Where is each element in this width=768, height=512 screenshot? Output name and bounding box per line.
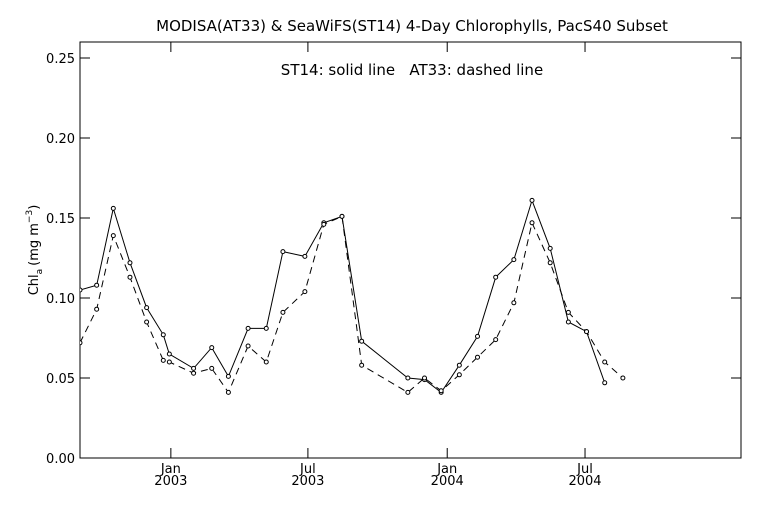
y-axis: 0.00 0.05 0.10 0.15 0.20 0.25 <box>46 52 741 467</box>
data-point-at33 <box>339 213 345 219</box>
data-point-st14 <box>144 305 150 311</box>
data-point-at33 <box>321 221 327 227</box>
data-point-st14 <box>225 373 231 379</box>
data-point-st14 <box>245 325 251 331</box>
data-point-at33 <box>493 337 499 343</box>
data-point-at33 <box>280 309 286 315</box>
data-point-at33 <box>302 289 308 295</box>
y-label-units-open: (mg m <box>27 223 42 266</box>
data-point-st14 <box>456 362 462 368</box>
data-point-st14 <box>94 282 100 288</box>
data-point-at33 <box>602 359 608 365</box>
x-tick-label-month: Jul <box>576 462 593 477</box>
data-point-at33 <box>565 309 571 315</box>
data-point-st14 <box>475 333 481 339</box>
data-point-at33 <box>209 365 215 371</box>
data-point-st14 <box>280 249 286 255</box>
data-point-st14 <box>565 319 571 325</box>
data-point-st14 <box>160 332 166 338</box>
data-point-at33 <box>110 233 116 239</box>
data-point-at33 <box>225 389 231 395</box>
data-point-st14 <box>110 205 116 211</box>
series-at33 <box>80 213 626 395</box>
data-point-at33 <box>166 359 172 365</box>
x-tick-label-year: 2004 <box>431 474 464 489</box>
y-label-base: Chl <box>27 274 42 295</box>
data-point-st14 <box>547 245 553 251</box>
x-tick-label-month: Jul <box>299 462 316 477</box>
data-point-at33 <box>80 340 83 346</box>
data-point-st14 <box>302 253 308 259</box>
y-tick-label: 0.00 <box>46 452 75 467</box>
series-st14 <box>80 197 608 395</box>
y-tick-label: 0.25 <box>46 52 75 67</box>
data-point-at33 <box>475 354 481 360</box>
data-point-at33 <box>359 362 365 368</box>
x-tick-label-year: 2003 <box>154 474 187 489</box>
y-tick-label: 0.15 <box>46 212 75 227</box>
y-label-superscript: −3 <box>25 210 35 223</box>
y-axis-label: Chla (mg m−3) <box>25 205 45 296</box>
series-line-st14 <box>80 198 606 394</box>
y-tick-label: 0.10 <box>46 292 75 307</box>
data-point-at33 <box>529 220 535 226</box>
y-tick-label: 0.20 <box>46 132 75 147</box>
plot-frame <box>79 41 742 459</box>
data-point-at33 <box>127 274 133 280</box>
data-point-at33 <box>438 388 444 394</box>
x-tick-label-month: Jan <box>160 462 181 477</box>
data-point-st14 <box>209 345 215 351</box>
series-line-at33 <box>80 215 624 394</box>
data-point-at33 <box>620 375 626 381</box>
y-label-units-close: ) <box>27 205 42 210</box>
data-point-st14 <box>529 197 535 203</box>
chart-title: MODISA(AT33) & SeaWiFS(ST14) 4-Day Chlor… <box>156 17 668 35</box>
data-point-at33 <box>584 329 590 335</box>
x-tick-label-year: 2004 <box>568 474 601 489</box>
data-point-at33 <box>511 300 517 306</box>
x-tick-label-month: Jan <box>436 462 457 477</box>
data-point-at33 <box>94 306 100 312</box>
data-point-at33 <box>405 389 411 395</box>
data-point-st14 <box>127 260 133 266</box>
y-label-subscript: a <box>35 269 45 275</box>
data-point-st14 <box>80 287 83 293</box>
data-point-st14 <box>511 257 517 263</box>
series-legend-note: ST14: solid line AT33: dashed line <box>281 61 543 79</box>
data-point-st14 <box>263 325 269 331</box>
series-layer <box>80 197 626 395</box>
data-point-at33 <box>144 319 150 325</box>
data-point-at33 <box>422 375 428 381</box>
data-point-st14 <box>493 274 499 280</box>
x-tick-label-year: 2003 <box>291 474 324 489</box>
data-point-st14 <box>191 365 197 371</box>
data-point-at33 <box>191 370 197 376</box>
data-point-st14 <box>602 380 608 386</box>
data-point-st14 <box>405 375 411 381</box>
y-tick-label: 0.05 <box>46 372 75 387</box>
data-point-st14 <box>166 351 172 357</box>
data-point-at33 <box>547 260 553 266</box>
data-point-at33 <box>245 343 251 349</box>
data-point-at33 <box>160 357 166 363</box>
data-point-at33 <box>263 359 269 365</box>
data-point-st14 <box>359 338 365 344</box>
data-point-at33 <box>456 372 462 378</box>
